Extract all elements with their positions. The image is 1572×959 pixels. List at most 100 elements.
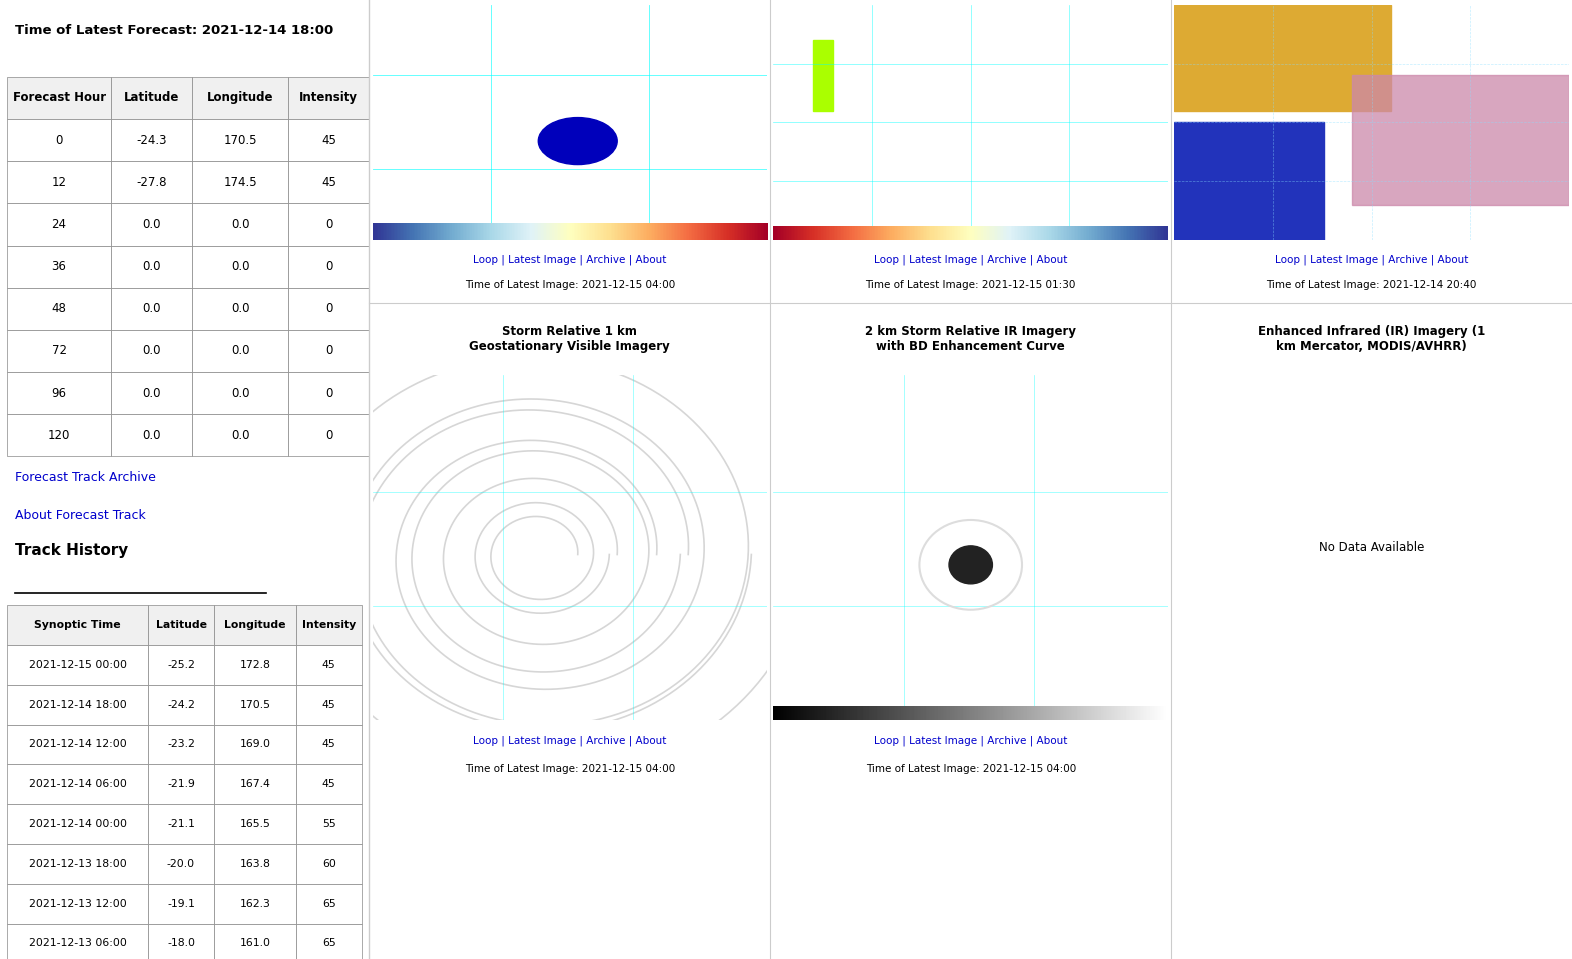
Text: Loop | Latest Image | Archive | About: Loop | Latest Image | Archive | About (874, 254, 1067, 265)
Text: 2021-12-13 06:00: 2021-12-13 06:00 (28, 939, 126, 948)
FancyBboxPatch shape (214, 644, 296, 685)
Text: Storm Relative 1 km
Geostationary Visible Imagery: Storm Relative 1 km Geostationary Visibl… (470, 325, 670, 353)
FancyBboxPatch shape (148, 725, 214, 764)
FancyBboxPatch shape (110, 414, 192, 456)
Text: 0.0: 0.0 (141, 344, 160, 358)
Text: 161.0: 161.0 (239, 939, 270, 948)
FancyBboxPatch shape (192, 161, 288, 203)
Text: 0.0: 0.0 (231, 260, 250, 273)
FancyBboxPatch shape (288, 372, 369, 414)
FancyBboxPatch shape (110, 119, 192, 161)
FancyBboxPatch shape (192, 288, 288, 330)
Text: Synoptic Time: Synoptic Time (35, 620, 121, 630)
FancyBboxPatch shape (148, 605, 214, 644)
Text: 2021-12-14 18:00: 2021-12-14 18:00 (28, 700, 126, 710)
Text: 2021-12-15 00:00: 2021-12-15 00:00 (28, 660, 127, 669)
FancyBboxPatch shape (110, 372, 192, 414)
FancyBboxPatch shape (8, 77, 110, 119)
Text: 163.8: 163.8 (239, 859, 270, 869)
Text: 120: 120 (47, 429, 71, 442)
Text: 162.3: 162.3 (239, 899, 270, 908)
Text: Forecast Hour: Forecast Hour (13, 91, 105, 105)
FancyBboxPatch shape (192, 414, 288, 456)
Text: Latitude: Latitude (124, 91, 179, 105)
FancyBboxPatch shape (148, 804, 214, 844)
Text: Track History: Track History (14, 543, 127, 558)
FancyBboxPatch shape (148, 844, 214, 884)
FancyBboxPatch shape (288, 161, 369, 203)
Text: -19.1: -19.1 (167, 899, 195, 908)
Text: 0.0: 0.0 (231, 302, 250, 316)
Text: 0.0: 0.0 (141, 302, 160, 316)
Text: Loop | Latest Image | Archive | About: Loop | Latest Image | Archive | About (473, 736, 667, 746)
Text: 170.5: 170.5 (223, 133, 256, 147)
FancyBboxPatch shape (214, 605, 296, 644)
Text: 96: 96 (52, 386, 66, 400)
Text: No Data Available: No Data Available (1319, 541, 1424, 554)
FancyBboxPatch shape (8, 330, 110, 372)
Text: 2021-12-14 12:00: 2021-12-14 12:00 (28, 739, 126, 749)
Text: Enhanced Infrared (IR) Imagery (1
km Mercator, MODIS/AVHRR): Enhanced Infrared (IR) Imagery (1 km Mer… (1258, 325, 1486, 353)
Text: 12: 12 (52, 175, 66, 189)
Text: -21.9: -21.9 (167, 780, 195, 789)
FancyBboxPatch shape (214, 804, 296, 844)
Text: 45: 45 (321, 175, 336, 189)
FancyBboxPatch shape (8, 288, 110, 330)
Text: 72: 72 (52, 344, 66, 358)
FancyBboxPatch shape (214, 685, 296, 725)
Text: Forecast Track Archive: Forecast Track Archive (14, 471, 156, 484)
Text: Longitude: Longitude (208, 91, 274, 105)
FancyBboxPatch shape (288, 330, 369, 372)
Text: Intensity: Intensity (299, 91, 358, 105)
Text: 36: 36 (52, 260, 66, 273)
FancyBboxPatch shape (288, 288, 369, 330)
Text: 174.5: 174.5 (223, 175, 256, 189)
FancyBboxPatch shape (296, 924, 362, 959)
FancyBboxPatch shape (192, 372, 288, 414)
Bar (813, 40, 833, 110)
FancyBboxPatch shape (288, 203, 369, 246)
Text: 0: 0 (325, 429, 332, 442)
Text: -18.0: -18.0 (167, 939, 195, 948)
FancyBboxPatch shape (192, 246, 288, 288)
Text: 0: 0 (325, 302, 332, 316)
Text: 45: 45 (322, 700, 336, 710)
FancyBboxPatch shape (110, 161, 192, 203)
FancyBboxPatch shape (8, 605, 148, 644)
Text: 0.0: 0.0 (231, 344, 250, 358)
Text: Time of Latest Image: 2021-12-14 20:40: Time of Latest Image: 2021-12-14 20:40 (1267, 280, 1476, 290)
FancyBboxPatch shape (148, 685, 214, 725)
Text: -24.3: -24.3 (137, 133, 167, 147)
Text: 2021-12-13 12:00: 2021-12-13 12:00 (28, 899, 126, 908)
Circle shape (538, 118, 618, 165)
FancyBboxPatch shape (288, 77, 369, 119)
FancyBboxPatch shape (8, 161, 110, 203)
Text: Loop | Latest Image | Archive | About: Loop | Latest Image | Archive | About (473, 254, 667, 265)
Text: -25.2: -25.2 (167, 660, 195, 669)
FancyBboxPatch shape (214, 725, 296, 764)
FancyBboxPatch shape (110, 203, 192, 246)
Text: 0.0: 0.0 (141, 218, 160, 231)
Text: 55: 55 (322, 819, 336, 829)
Text: 65: 65 (322, 939, 336, 948)
Text: Time of Latest Image: 2021-12-15 04:00: Time of Latest Image: 2021-12-15 04:00 (866, 763, 1075, 774)
Text: 165.5: 165.5 (239, 819, 270, 829)
FancyBboxPatch shape (192, 77, 288, 119)
FancyBboxPatch shape (8, 924, 148, 959)
Text: 170.5: 170.5 (239, 700, 270, 710)
Text: 45: 45 (321, 133, 336, 147)
Text: 0.0: 0.0 (141, 429, 160, 442)
Text: 169.0: 169.0 (239, 739, 270, 749)
Text: -20.0: -20.0 (167, 859, 195, 869)
FancyBboxPatch shape (8, 644, 148, 685)
Bar (1174, 123, 1324, 240)
FancyBboxPatch shape (8, 203, 110, 246)
FancyBboxPatch shape (8, 764, 148, 804)
Text: 172.8: 172.8 (239, 660, 270, 669)
FancyBboxPatch shape (296, 804, 362, 844)
Text: 0: 0 (325, 386, 332, 400)
Text: 0.0: 0.0 (231, 386, 250, 400)
Text: Loop | Latest Image | Archive | About: Loop | Latest Image | Archive | About (874, 736, 1067, 746)
Text: -21.1: -21.1 (167, 819, 195, 829)
Text: Time of Latest Forecast: 2021-12-14 18:00: Time of Latest Forecast: 2021-12-14 18:0… (14, 24, 333, 37)
